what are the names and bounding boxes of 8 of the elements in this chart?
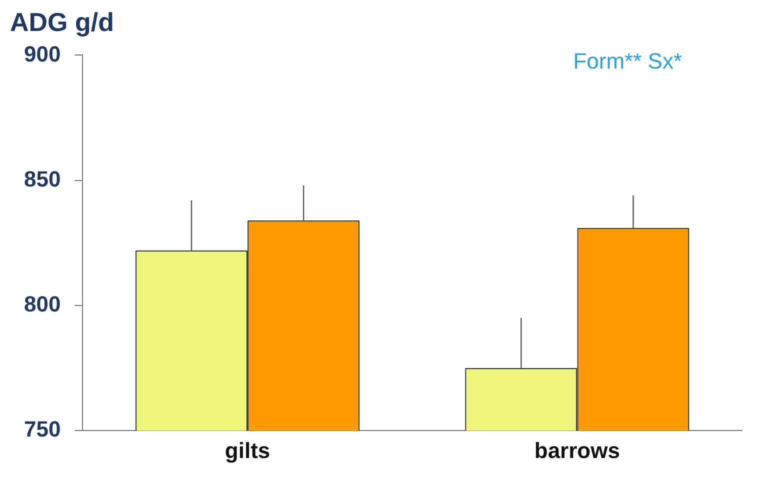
- x-tick-label: gilts: [224, 438, 270, 463]
- y-tick-label: 800: [24, 292, 61, 317]
- y-tick-label: 900: [24, 41, 61, 66]
- chart-title: ADG g/d: [10, 6, 114, 37]
- y-tick-label: 850: [24, 166, 61, 192]
- annotation: Form** Sx*: [573, 48, 682, 74]
- y-tick-label: 750: [24, 416, 61, 442]
- x-tick-label: barrows: [534, 438, 620, 463]
